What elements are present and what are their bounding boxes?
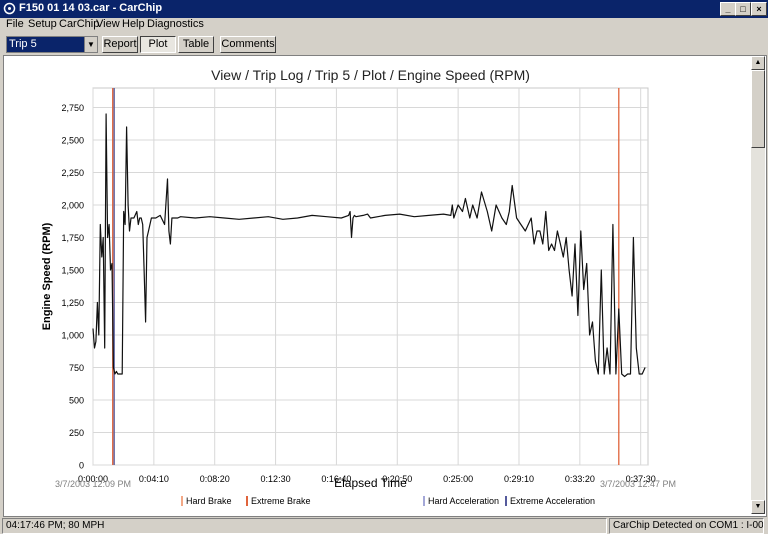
x-tick-label: 0:12:30: [261, 474, 291, 484]
menu-carchip[interactable]: CarChip: [59, 18, 100, 30]
scroll-down-icon[interactable]: ▼: [751, 500, 765, 514]
chevron-down-icon[interactable]: ▼: [84, 37, 97, 52]
trip-select-value: Trip 5: [9, 38, 37, 50]
trip-select[interactable]: Trip 5 ▼: [6, 36, 98, 53]
x-tick-label: 0:00:00: [78, 474, 108, 484]
scroll-up-icon[interactable]: ▲: [751, 56, 765, 70]
legend-swatch: [423, 496, 425, 506]
status-connection: CarChip Detected on COM1 : I-0035-A: [609, 518, 764, 534]
scroll-thumb[interactable]: [751, 70, 765, 148]
y-tick-label: 500: [69, 396, 84, 406]
plot-button[interactable]: Plot: [140, 36, 176, 53]
y-tick-label: 1,250: [61, 298, 84, 308]
x-tick-label: 0:04:10: [139, 474, 169, 484]
end-time-label: 3/7/2003 12:47 PM: [600, 479, 676, 489]
carchip-app-icon: [3, 2, 16, 15]
x-tick-label: 0:25:00: [443, 474, 473, 484]
y-tick-label: 2,750: [61, 103, 84, 113]
plot-area: [92, 87, 649, 466]
y-tick-label: 750: [69, 363, 84, 373]
engine-speed-line: [92, 113, 646, 378]
menu-view[interactable]: View: [96, 18, 120, 30]
menu-setup[interactable]: Setup: [28, 18, 57, 30]
y-tick-label: 2,000: [61, 201, 84, 211]
legend-swatch: [505, 496, 507, 506]
menu-help[interactable]: Help: [122, 18, 145, 30]
chart-title: View / Trip Log / Trip 5 / Plot / Engine…: [211, 67, 530, 83]
legend-label: Extreme Brake: [251, 496, 311, 506]
y-tick-label: 1,000: [61, 331, 84, 341]
close-button[interactable]: ×: [751, 2, 767, 16]
x-tick-label: 0:33:20: [565, 474, 595, 484]
window-title: F150 01 14 03.car - CarChip: [19, 2, 163, 14]
vertical-scrollbar[interactable]: ▲ ▼: [751, 56, 765, 514]
y-tick-label: 2,500: [61, 136, 84, 146]
start-time-label: 3/7/2003 12:09 PM: [55, 479, 131, 489]
legend-swatch: [181, 496, 183, 506]
x-tick-label: 0:16:40: [321, 474, 351, 484]
y-tick-label: 0: [79, 461, 84, 471]
legend-label: Hard Brake: [186, 496, 232, 506]
legend-swatch: [246, 496, 248, 506]
y-tick-label: 2,250: [61, 168, 84, 178]
toolbar: Trip 5 ▼ Report Plot Table Comments: [0, 34, 768, 54]
y-tick-label: 250: [69, 428, 84, 438]
status-bar: 04:17:46 PM; 80 MPH CarChip Detected on …: [0, 517, 768, 534]
status-time-speed: 04:17:46 PM; 80 MPH: [2, 518, 607, 534]
title-bar: F150 01 14 03.car - CarChip _ □ ×: [0, 0, 768, 18]
y-tick-label: 1,500: [61, 266, 84, 276]
menu-bar: File Setup CarChip View Help Diagnostics: [0, 18, 768, 34]
legend-label: Hard Acceleration: [428, 496, 499, 506]
report-button[interactable]: Report: [102, 36, 138, 53]
maximize-button[interactable]: □: [735, 2, 751, 16]
x-axis-label: Elapsed Time: [334, 476, 407, 490]
x-tick-label: 0:37:30: [626, 474, 656, 484]
comments-button[interactable]: Comments: [220, 36, 276, 53]
x-tick-label: 0:20:50: [382, 474, 412, 484]
menu-diagnostics[interactable]: Diagnostics: [147, 18, 204, 30]
y-tick-label: 1,750: [61, 233, 84, 243]
x-tick-label: 0:08:20: [200, 474, 230, 484]
x-tick-label: 0:29:10: [504, 474, 534, 484]
table-button[interactable]: Table: [178, 36, 214, 53]
legend-label: Extreme Acceleration: [510, 496, 595, 506]
y-axis-label: Engine Speed (RPM): [41, 222, 53, 330]
menu-file[interactable]: File: [6, 18, 24, 30]
